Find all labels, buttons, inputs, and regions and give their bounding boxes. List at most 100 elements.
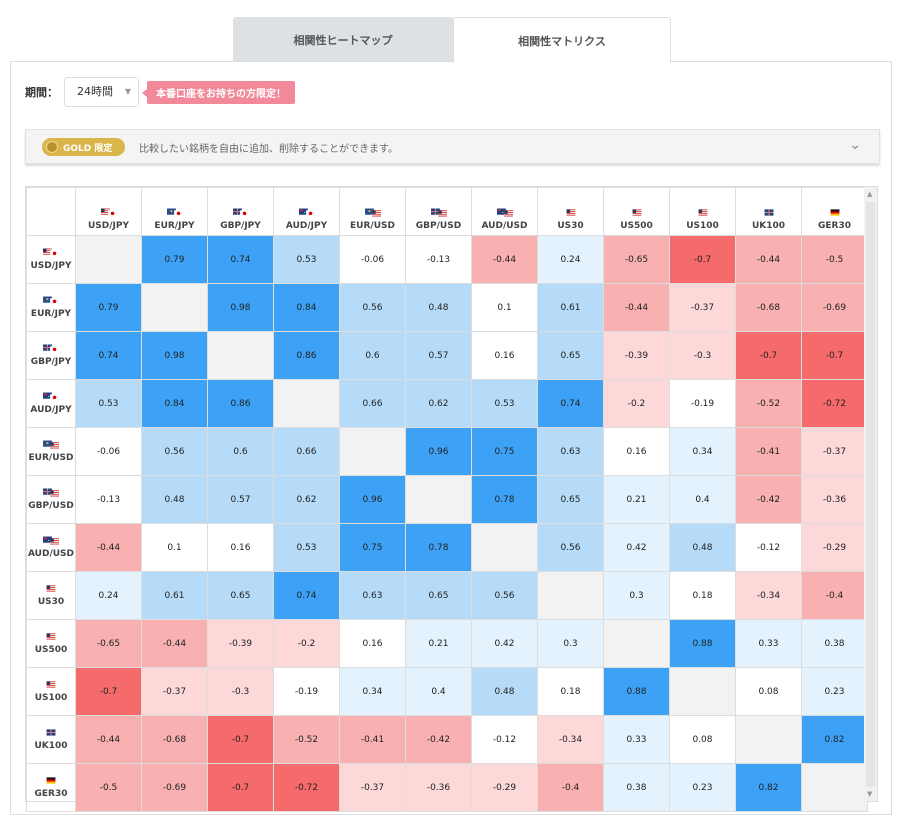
flag-icon [496, 208, 513, 217]
matrix-cell-self [735, 715, 802, 764]
matrix-cell: 0.56 [537, 523, 604, 572]
column-header: US500 [603, 187, 670, 236]
matrix-cell: 0.74 [537, 379, 604, 428]
matrix-cell: 0.53 [471, 379, 538, 428]
matrix-cell: 0.56 [339, 283, 406, 332]
matrix-cell: 0.88 [603, 667, 670, 716]
table-row: GER30 -0.5 -0.69 -0.7 -0.72 -0.37 -0.36 -0.29 -0… [26, 763, 868, 812]
chevron-down-icon: ▼ [124, 87, 131, 96]
matrix-cell: -0.4 [537, 763, 604, 812]
matrix-cell: 0.3 [603, 571, 670, 620]
matrix-cell: 0.61 [537, 283, 604, 332]
promo-badge: 本番口座をお持ちの方限定！ [142, 81, 295, 104]
column-label: US500 [620, 221, 653, 231]
matrix-cell: -0.41 [339, 715, 406, 764]
flag-icon [166, 208, 183, 217]
matrix-cell: 0.16 [471, 331, 538, 380]
period-label: 期間： [25, 86, 58, 99]
table-row: AUD/JPY 0.53 0.84 0.86 0.66 0.62 0.53 0.74 -0.2-… [26, 379, 868, 428]
matrix-cell: -0.39 [207, 619, 274, 668]
table-row: US500 -0.65 -0.44 -0.39 -0.2 0.16 0.21 0.42 0.3 0… [26, 619, 868, 668]
matrix-cell: 0.4 [405, 667, 472, 716]
flag-icon [43, 344, 59, 353]
column-label: GBP/USD [415, 221, 462, 231]
matrix-cell: 0.66 [339, 379, 406, 428]
flag-icon [43, 248, 59, 257]
matrix-cell: 0.82 [735, 763, 802, 812]
chevron-down-icon[interactable]: ⌄ [849, 137, 861, 153]
matrix-cell: 0.57 [207, 475, 274, 524]
matrix-cell: -0.37 [669, 283, 736, 332]
matrix-cell-self [141, 283, 208, 332]
matrix-cell: -0.65 [75, 619, 142, 668]
column-header: GBP/USD [405, 187, 472, 236]
matrix-cell: -0.69 [801, 283, 868, 332]
matrix-cell: -0.7 [75, 667, 142, 716]
matrix-cell: 0.24 [537, 235, 604, 284]
flag-icon [43, 440, 59, 449]
matrix-cell: 0.33 [603, 715, 670, 764]
matrix-cell-self [207, 331, 274, 380]
period-value: 24時間 [77, 85, 113, 98]
gold-badge-label: GOLD 限定 [63, 143, 113, 154]
matrix-cell: -0.41 [735, 427, 802, 476]
matrix-cell: -0.44 [735, 235, 802, 284]
flag-icon [100, 208, 117, 217]
tab-matrix[interactable]: 相関性マトリクス [453, 17, 671, 63]
matrix-cell: 0.48 [405, 283, 472, 332]
row-label: US500 [34, 645, 68, 655]
matrix-cell: -0.12 [471, 715, 538, 764]
column-header: UK100 [735, 187, 802, 236]
matrix-cell: 0.84 [141, 379, 208, 428]
matrix-cell: 0.61 [141, 571, 208, 620]
matrix-cell: -0.36 [405, 763, 472, 812]
scroll-up-icon[interactable]: ▲ [867, 190, 873, 198]
matrix-cell: -0.2 [603, 379, 670, 428]
period-select[interactable]: 24時間 ▼ [64, 77, 139, 107]
matrix-cell: 0.16 [603, 427, 670, 476]
flag-icon [764, 209, 773, 216]
matrix-cell: 0.48 [669, 523, 736, 572]
matrix-cell: 0.79 [75, 283, 142, 332]
row-label: GER30 [34, 789, 68, 799]
matrix-cell: 0.53 [273, 523, 340, 572]
matrix-cell: 0.78 [471, 475, 538, 524]
matrix-cell: -0.19 [273, 667, 340, 716]
matrix-cell: 0.96 [339, 475, 406, 524]
matrix-cell: -0.3 [207, 667, 274, 716]
matrix-cell: -0.37 [141, 667, 208, 716]
scroll-down-icon[interactable]: ▼ [867, 790, 873, 798]
row-label: AUD/JPY [30, 405, 72, 415]
flag-icon [46, 729, 56, 736]
matrix-panel: 期間： 24時間 ▼ 本番口座をお持ちの方限定！ GOLD 限定 比較したい銘柄… [10, 61, 892, 815]
tab-bar: 相関性ヒートマップ 相関性マトリクス [233, 17, 671, 63]
matrix-cell: 0.65 [537, 475, 604, 524]
flag-icon [43, 392, 59, 401]
column-header: EUR/JPY [141, 187, 208, 236]
matrix-cell: 0.18 [669, 571, 736, 620]
matrix-corner [26, 187, 76, 236]
tab-heatmap[interactable]: 相関性ヒートマップ [233, 17, 453, 62]
matrix-cell-self [405, 475, 472, 524]
matrix-cell: -0.37 [801, 427, 868, 476]
matrix-cell: -0.44 [471, 235, 538, 284]
scrollbar-thumb[interactable] [866, 202, 875, 787]
row-label: EUR/JPY [30, 309, 72, 319]
matrix-cell: 0.08 [735, 667, 802, 716]
matrix-cell: -0.3 [669, 331, 736, 380]
matrix-cell: 0.82 [801, 715, 868, 764]
matrix-cell: 0.65 [405, 571, 472, 620]
matrix-cell: 0.16 [207, 523, 274, 572]
gold-description: 比較したい銘柄を自由に追加、削除することができます。 [139, 144, 398, 155]
matrix-cell: -0.4 [801, 571, 868, 620]
scrollbar[interactable]: ▲ ▼ [864, 187, 877, 801]
row-header: EUR/USD [26, 427, 76, 476]
flag-icon [430, 208, 447, 217]
matrix-cell: 0.23 [669, 763, 736, 812]
matrix-cell: -0.72 [801, 379, 868, 428]
correlation-matrix: USD/JPY EUR/JPY GBP/JPY AUD/JPY EUR/USD GBP/U… [25, 186, 878, 812]
table-row: EUR/USD -0.06 0.56 0.6 0.66 0.96 0.75 0.63 0.16 0… [26, 427, 868, 476]
matrix-cell: 0.75 [339, 523, 406, 572]
row-header: GBP/USD [26, 475, 76, 524]
gold-accordion[interactable]: GOLD 限定 比較したい銘柄を自由に追加、削除することができます。 ⌄ [25, 129, 880, 164]
